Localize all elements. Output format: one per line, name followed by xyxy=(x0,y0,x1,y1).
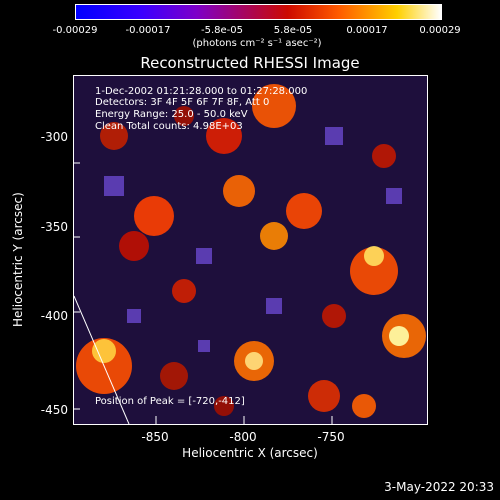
emission-blob xyxy=(245,352,263,370)
emission-blob xyxy=(286,193,322,229)
low-flux-pixel xyxy=(198,340,210,352)
x-axis-label: Heliocentric X (arcsec) xyxy=(182,446,318,460)
colorbar-tick: 0.00017 xyxy=(346,25,388,36)
emission-blob xyxy=(214,396,234,416)
limb-line xyxy=(74,295,130,424)
low-flux-pixel xyxy=(386,188,402,204)
emission-blob xyxy=(260,222,288,250)
emission-blob xyxy=(92,339,116,363)
emission-blob xyxy=(350,247,398,295)
xtick-label: -800 xyxy=(229,430,257,444)
timestamp: 3-May-2022 20:33 xyxy=(384,480,494,494)
emission-blob xyxy=(322,304,346,328)
emission-blob xyxy=(308,380,340,412)
emission-blob xyxy=(389,326,409,346)
energy-range: Energy Range: 25.0 - 50.0 keV xyxy=(95,109,248,120)
colorbar-units: (photons cm⁻² s⁻¹ asec⁻²) xyxy=(192,38,322,49)
y-axis-label: Heliocentric Y (arcsec) xyxy=(11,192,25,327)
emission-blob xyxy=(174,106,194,126)
rhessi-image-map xyxy=(74,76,427,424)
peak-position: Position of Peak = [-720,-412] xyxy=(95,396,245,407)
ytick-label: -450 xyxy=(40,403,68,417)
ytick-label: -400 xyxy=(40,309,68,323)
colorbar xyxy=(75,4,442,20)
clean-counts: Clean Total counts: 4.98E+03 xyxy=(95,121,243,132)
emission-blob xyxy=(160,362,188,390)
colorbar-tick: -0.00029 xyxy=(52,25,98,36)
obs-time: 1-Dec-2002 01:21:28.000 to 01:27:28.000 xyxy=(95,86,308,97)
detectors-info: Detectors: 3F 4F 5F 6F 7F 8F, Att 0 xyxy=(95,97,270,108)
colorbar-tick: -5.8e-05 xyxy=(201,25,243,36)
colorbar-tick: -0.00017 xyxy=(125,25,171,36)
colorbar-tick: 5.8e-05 xyxy=(273,25,313,36)
emission-blob xyxy=(100,122,128,150)
emission-blob xyxy=(352,394,376,418)
low-flux-pixel xyxy=(325,127,343,145)
image-title: Reconstructed RHESSI Image xyxy=(140,54,360,72)
emission-blob xyxy=(119,231,149,261)
ytick-label: -350 xyxy=(40,220,68,234)
emission-blob xyxy=(252,84,296,128)
emission-blob xyxy=(364,246,384,266)
low-flux-pixel xyxy=(127,309,141,323)
emission-blob xyxy=(372,144,396,168)
rhessi-image xyxy=(73,75,428,425)
emission-blob xyxy=(206,118,242,154)
ytick-label: -300 xyxy=(40,130,68,144)
low-flux-pixel xyxy=(196,248,212,264)
xtick-label: -750 xyxy=(317,430,345,444)
emission-blob xyxy=(134,196,174,236)
colorbar-tick: 0.00029 xyxy=(419,25,461,36)
emission-blob xyxy=(223,175,255,207)
emission-blob xyxy=(172,279,196,303)
low-flux-pixel xyxy=(104,176,124,196)
low-flux-pixel xyxy=(266,298,282,314)
xtick-label: -850 xyxy=(141,430,169,444)
